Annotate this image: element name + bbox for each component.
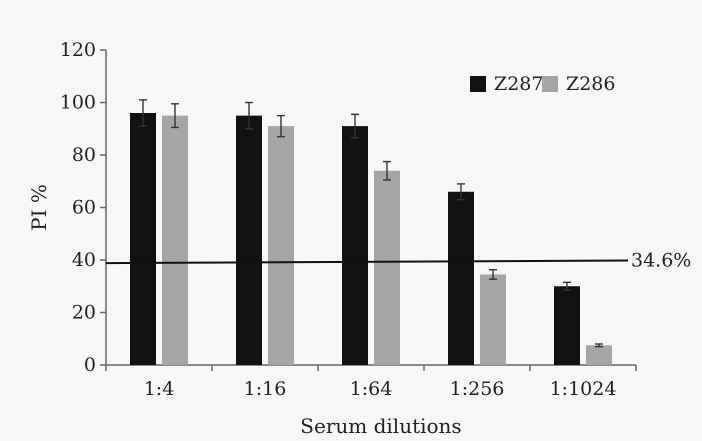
x-tick-label: 1:1024 — [550, 378, 617, 400]
y-tick-label: 20 — [72, 302, 96, 324]
y-tick-label: 100 — [60, 92, 96, 114]
x-tick-label: 1:16 — [244, 378, 287, 400]
y-tick-label: 40 — [72, 249, 96, 271]
x-tick-label: 1:64 — [350, 378, 393, 400]
y-axis-title: PI % — [27, 184, 51, 231]
x-axis-title: Serum dilutions — [300, 414, 461, 438]
bar-z287-4 — [554, 286, 580, 365]
legend: Z287 Z286 — [470, 73, 615, 95]
bar-z286-1 — [268, 126, 294, 365]
bars-group — [130, 113, 612, 365]
legend-label-z286: Z286 — [566, 73, 615, 95]
bar-z287-3 — [448, 191, 474, 365]
y-tick-label: 120 — [60, 39, 96, 61]
reference-line — [105, 259, 629, 265]
x-axis: 1:4 1:16 1:64 1:256 1:1024 — [105, 364, 637, 400]
legend-label-z287: Z287 — [494, 73, 543, 95]
legend-swatch-z287 — [470, 76, 486, 92]
bar-z286-3 — [480, 274, 506, 365]
y-tick-label: 60 — [72, 197, 96, 219]
bar-z287-0 — [130, 113, 156, 365]
error-bars-group — [139, 99, 603, 348]
reference-line-label: 34.6% — [631, 250, 691, 272]
bar-z286-2 — [374, 170, 400, 365]
y-tick-label: 80 — [72, 144, 96, 166]
x-tick-label: 1:4 — [144, 378, 175, 400]
reference-line-group: 34.6% — [105, 250, 691, 272]
x-tick-label: 1:256 — [450, 378, 505, 400]
y-tick-label: 0 — [84, 354, 96, 376]
legend-swatch-z286 — [542, 76, 558, 92]
y-axis: 0 20 40 60 80 100 120 — [60, 39, 107, 376]
bar-z286-4 — [586, 345, 612, 365]
bar-z286-0 — [162, 115, 188, 365]
bar-z287-1 — [236, 115, 262, 365]
bar-z287-2 — [342, 126, 368, 365]
